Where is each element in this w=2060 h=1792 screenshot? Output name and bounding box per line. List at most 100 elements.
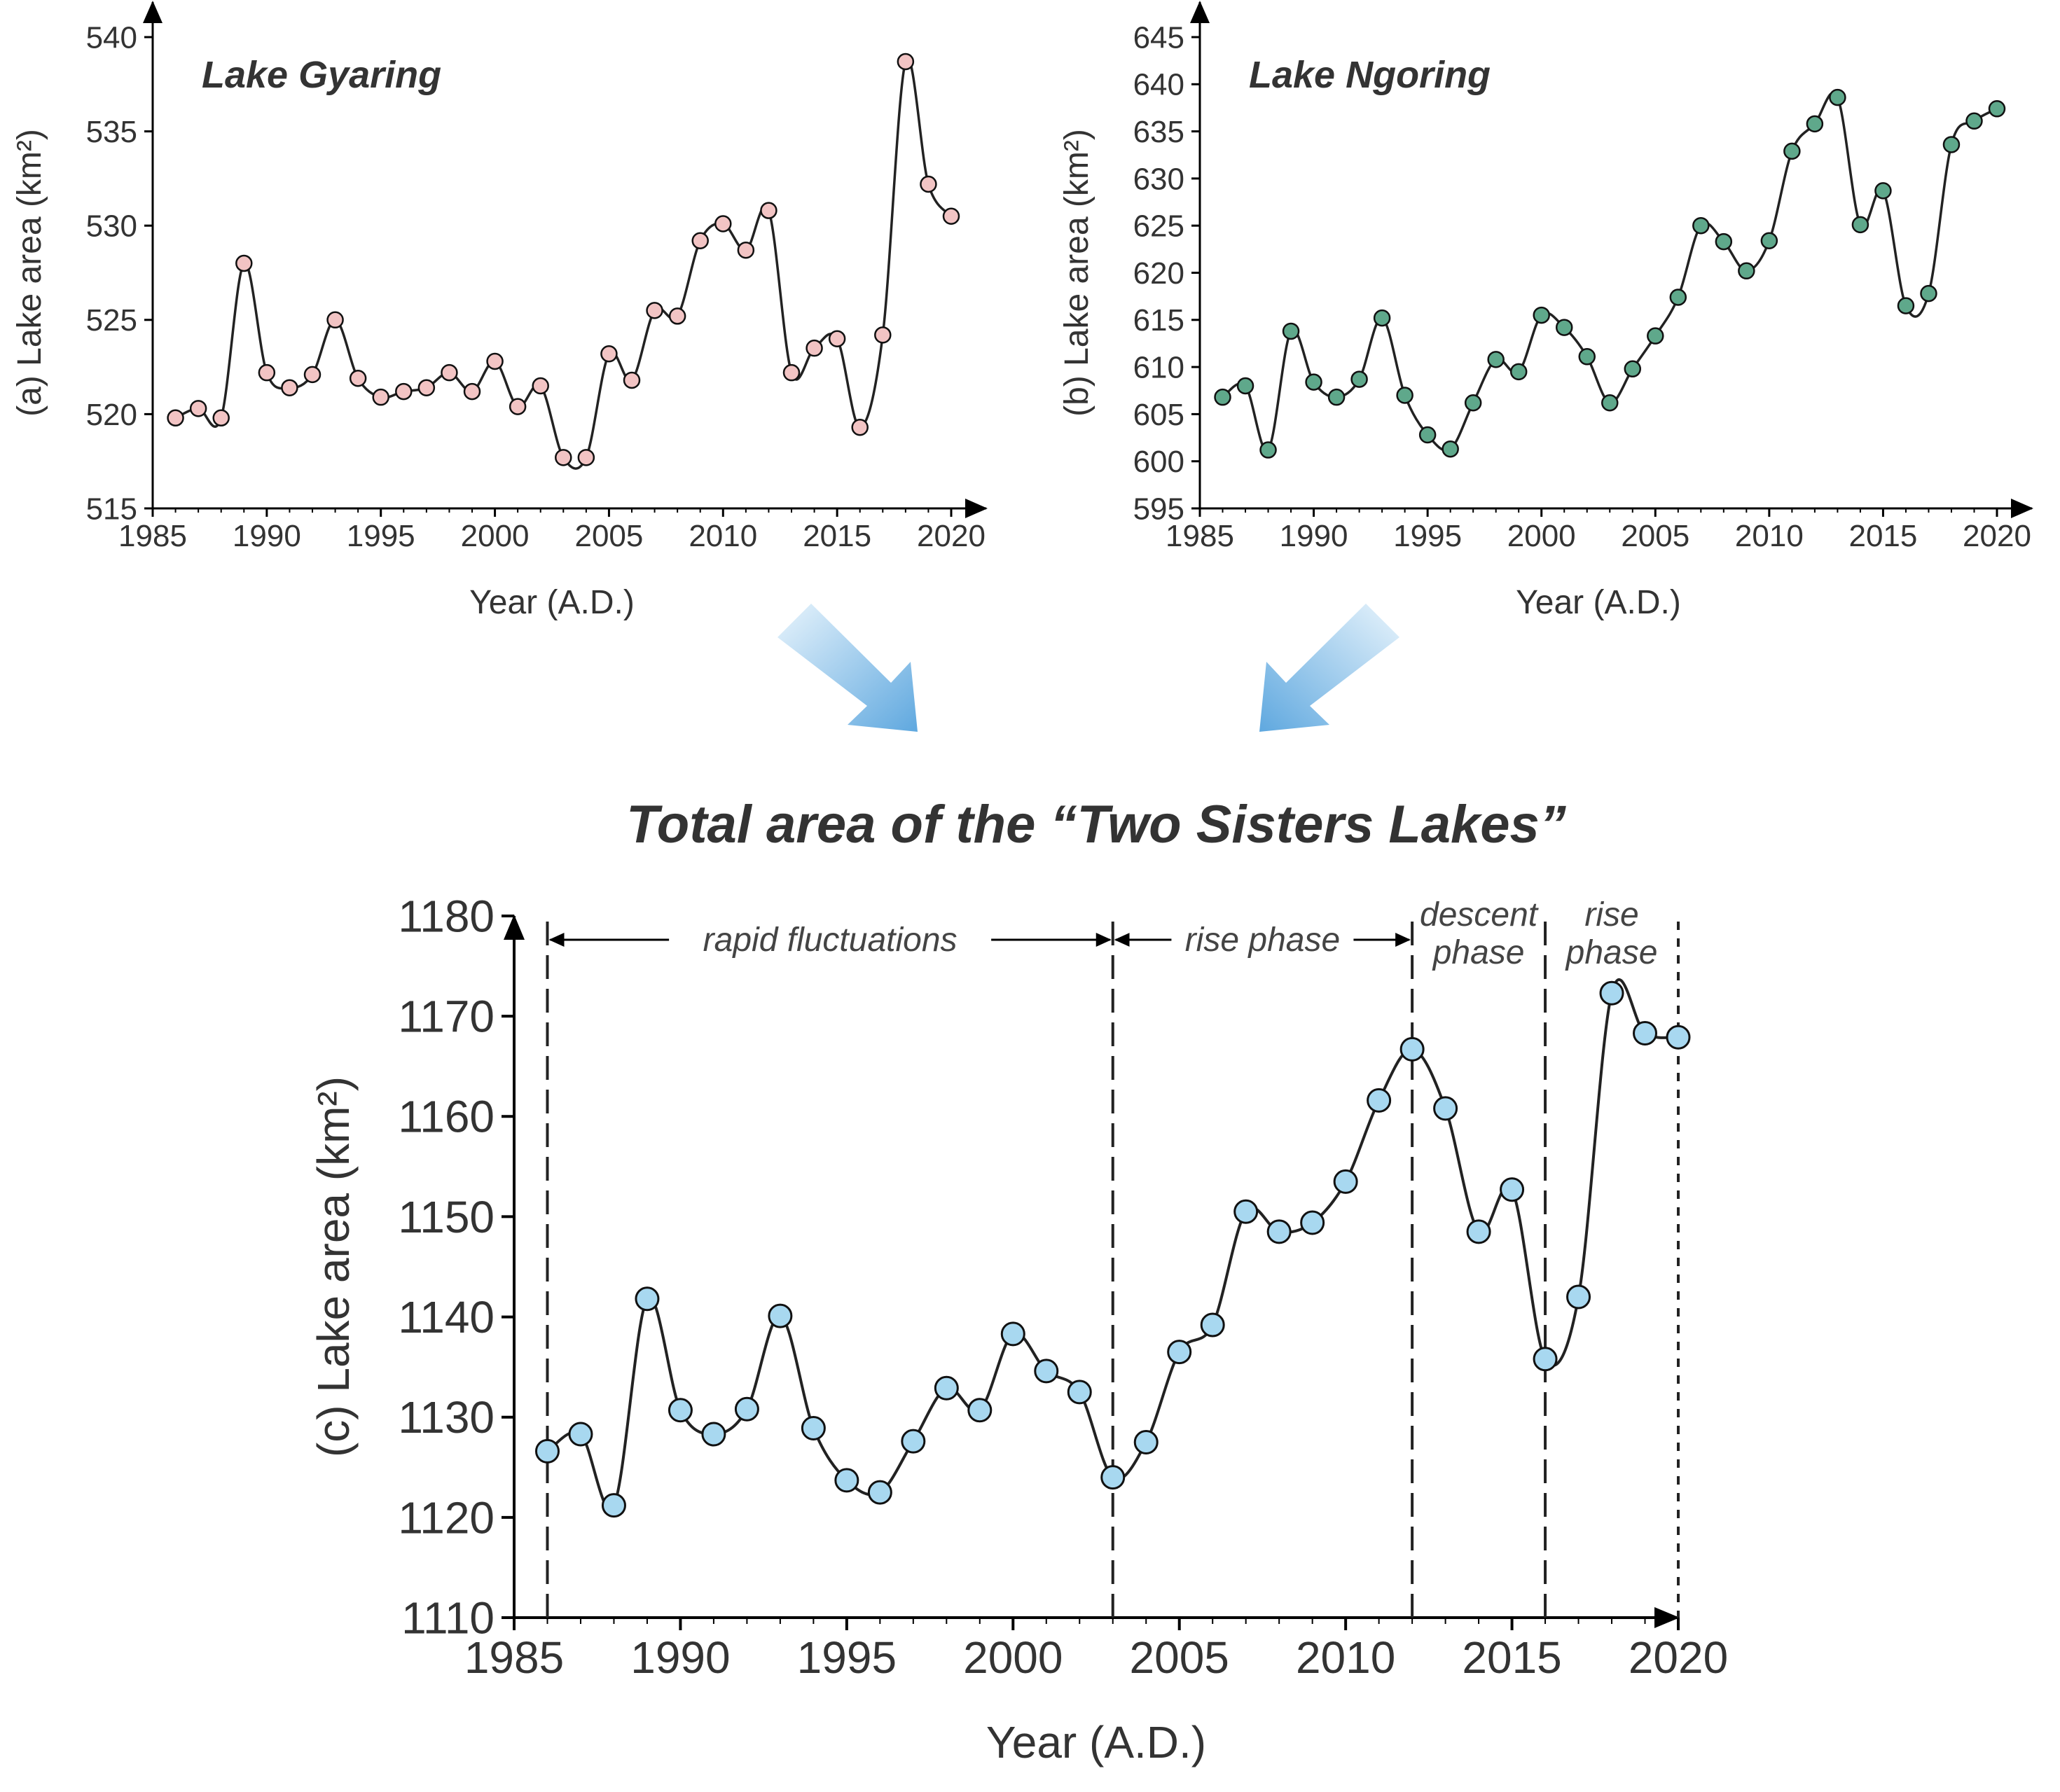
- data-point: [646, 302, 663, 319]
- data-point: [534, 1438, 560, 1464]
- y-tick-label: 1120: [398, 1492, 495, 1543]
- panel-title: Lake Gyaring: [202, 54, 441, 96]
- y-tick-label: 1170: [398, 992, 495, 1042]
- data-point: [967, 1398, 993, 1423]
- data-point: [734, 1396, 759, 1422]
- data-point: [1738, 262, 1755, 280]
- y-tick-label: 1130: [398, 1392, 495, 1443]
- data-point: [532, 377, 549, 395]
- data-point: [1806, 115, 1824, 133]
- y-tick-label: 610: [1133, 351, 1184, 385]
- data-point: [897, 53, 915, 71]
- data-point: [1327, 388, 1346, 406]
- x-tick-label: 2010: [1735, 519, 1804, 553]
- data-point: [1133, 1430, 1159, 1454]
- data-point: [714, 215, 732, 232]
- chart-panel-b: 595 600 605 610 615 620 625 630 635 640 645 1985 199…: [1058, 1, 2033, 621]
- data-point: [1466, 1219, 1491, 1244]
- x-tick-label: 1990: [630, 1632, 730, 1683]
- merge-arrow-right-icon: [1259, 604, 1399, 732]
- y-tick-label: 635: [1133, 115, 1184, 149]
- data-point: [486, 352, 504, 370]
- data-point: [189, 400, 207, 417]
- y-tick-label: 630: [1133, 162, 1184, 196]
- data-point: [1633, 1020, 1658, 1046]
- data-point: [1399, 1036, 1425, 1062]
- data-point: [920, 175, 937, 193]
- x-tick-label: 1990: [233, 519, 301, 553]
- x-tick-label: 2010: [1296, 1632, 1395, 1683]
- data-point: [601, 1493, 626, 1518]
- data-point: [1647, 327, 1664, 345]
- data-point: [1259, 441, 1277, 459]
- data-point: [668, 307, 686, 325]
- y-axis-title: (b) Lake area (km²): [1058, 129, 1095, 417]
- y-tick-label: 1150: [398, 1192, 495, 1242]
- x-tick-label: 2000: [461, 519, 530, 553]
- data-point: [1851, 216, 1869, 234]
- data-point: [441, 363, 458, 382]
- data-point: [691, 232, 709, 249]
- data-point: [623, 371, 641, 389]
- data-point: [1669, 289, 1687, 306]
- data-point: [1601, 394, 1619, 412]
- series-line: [174, 57, 953, 470]
- data-point: [235, 254, 253, 272]
- data-point: [1533, 1347, 1558, 1372]
- x-tick-label: 2015: [1848, 519, 1917, 553]
- data-point: [1236, 377, 1254, 395]
- data-point: [867, 1480, 892, 1505]
- data-point: [1282, 322, 1300, 340]
- chart-panel-c: 1110 1120 1130 1140 1150 1160 1170 1180 1985 1990…: [308, 891, 1728, 1767]
- merge-arrow-left-icon: [777, 604, 918, 732]
- x-axis-title: Year (A.D.): [469, 584, 635, 621]
- y-tick-label: 605: [1133, 398, 1184, 432]
- y-tick-label: 520: [86, 398, 137, 432]
- data-point: [828, 330, 846, 347]
- data-point: [701, 1422, 726, 1447]
- phase-label: descent phase: [1420, 896, 1539, 971]
- data-point: [801, 1415, 826, 1440]
- data-point: [212, 409, 230, 427]
- data-point: [555, 449, 572, 466]
- phase-label: rise phase: [1565, 896, 1658, 971]
- data-point: [934, 1375, 959, 1401]
- data-point: [1829, 88, 1846, 106]
- data-point: [1715, 232, 1733, 251]
- data-point: [281, 379, 298, 396]
- data-point: [851, 418, 869, 436]
- y-axis-title: (a) Lake area (km²): [11, 129, 48, 417]
- data-point: [1464, 394, 1482, 412]
- data-point: [577, 449, 595, 466]
- data-point: [768, 1303, 793, 1328]
- data-point: [1034, 1359, 1059, 1384]
- y-tick-label: 515: [86, 492, 137, 526]
- x-axis-title: Year (A.D.): [986, 1717, 1206, 1767]
- main-title: Total area of the “Two Sisters Lakes”: [626, 795, 1566, 854]
- y-tick-label: 525: [86, 303, 137, 338]
- data-point: [1396, 387, 1413, 404]
- y-tick-label: 615: [1133, 303, 1184, 338]
- data-point: [834, 1468, 859, 1493]
- y-tick-label: 640: [1133, 68, 1184, 102]
- data-point: [372, 388, 389, 406]
- data-point: [874, 326, 892, 344]
- x-tick-label: 1995: [347, 519, 415, 553]
- x-tick-label: 2020: [1629, 1632, 1728, 1683]
- y-tick-label: 645: [1133, 20, 1184, 55]
- data-point: [942, 207, 960, 225]
- data-point: [303, 366, 322, 384]
- y-tick-label: 530: [86, 209, 137, 244]
- data-point: [806, 339, 823, 357]
- x-tick-label: 2005: [1130, 1632, 1229, 1683]
- y-tick-label: 595: [1133, 492, 1184, 526]
- data-point: [782, 363, 801, 382]
- y-tick-label: 1140: [398, 1292, 495, 1342]
- data-point: [1942, 136, 1961, 153]
- x-tick-label: 2015: [1462, 1632, 1561, 1683]
- x-tick-label: 2010: [689, 519, 757, 553]
- chart-panel-a: 515 520 525 530 535 540 1985 1990 1995 2000 2005 20…: [11, 1, 988, 621]
- data-point: [600, 345, 618, 363]
- data-point: [1418, 426, 1437, 444]
